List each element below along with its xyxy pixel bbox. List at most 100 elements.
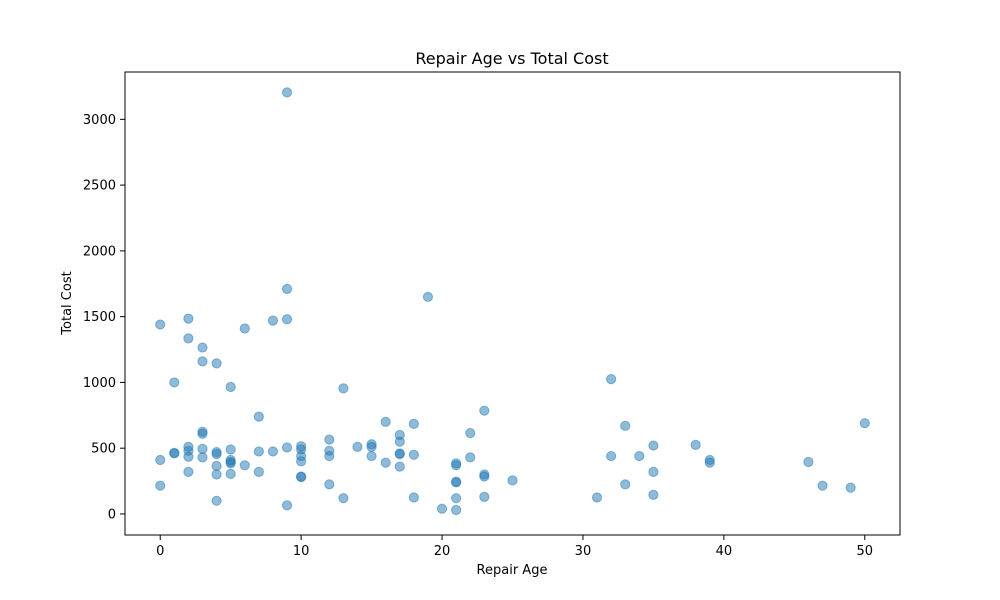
data-point: [211, 469, 222, 480]
data-point: [648, 466, 659, 477]
data-point: [380, 457, 391, 468]
y-tick-label: 500: [91, 442, 116, 457]
data-point: [380, 416, 391, 427]
y-tick-label: 0: [108, 507, 116, 522]
data-point: [451, 460, 462, 471]
data-point: [197, 356, 208, 367]
data-point: [324, 434, 335, 445]
x-tick-label: 20: [434, 544, 451, 559]
data-point: [296, 456, 307, 467]
data-point: [338, 493, 349, 504]
data-point: [281, 442, 293, 453]
data-point: [239, 323, 250, 334]
data-point: [281, 314, 293, 325]
data-point: [408, 449, 419, 460]
data-point: [169, 448, 180, 459]
data-point: [507, 475, 518, 486]
data-point: [211, 495, 222, 506]
data-point: [239, 460, 250, 471]
data-point: [211, 449, 222, 460]
data-point: [451, 477, 462, 488]
data-point: [620, 479, 631, 490]
y-axis-ticks: 0 500 1000 1500 2000 2500 3000: [83, 113, 125, 522]
data-point: [817, 480, 828, 491]
x-tick-label: 50: [856, 544, 873, 559]
data-point: [155, 480, 166, 491]
data-point: [253, 411, 264, 422]
data-point: [394, 449, 405, 460]
data-point: [197, 452, 208, 463]
data-point: [324, 479, 335, 490]
data-point: [648, 440, 659, 451]
data-point: [803, 456, 814, 468]
data-point: [183, 333, 194, 344]
data-point: [197, 443, 208, 454]
x-axis-ticks: 0 10 20 30 40 50: [156, 535, 873, 559]
data-point: [366, 450, 377, 462]
data-point: [479, 405, 490, 416]
y-tick-label: 3000: [83, 113, 116, 128]
data-point: [479, 471, 490, 482]
x-tick-label: 0: [156, 544, 164, 559]
data-point: [436, 503, 448, 514]
data-point: [845, 482, 856, 493]
data-point: [366, 441, 377, 452]
data-point: [620, 420, 631, 431]
data-point: [183, 466, 194, 477]
data-point: [211, 460, 222, 472]
data-point: [281, 283, 293, 295]
data-point: [451, 504, 462, 516]
data-point: [408, 418, 419, 429]
data-point: [408, 492, 419, 503]
y-tick-label: 1000: [83, 376, 116, 391]
data-point: [253, 446, 264, 457]
data-point: [394, 436, 405, 447]
data-point: [225, 468, 236, 479]
data-point: [859, 418, 870, 429]
data-point: [606, 374, 617, 385]
data-point: [704, 457, 715, 468]
data-point: [169, 377, 180, 388]
data-point: [267, 315, 279, 326]
data-point: [591, 492, 603, 503]
data-point: [648, 489, 659, 500]
y-tick-label: 2500: [83, 179, 116, 194]
data-point: [183, 313, 194, 324]
data-point: [281, 500, 293, 511]
y-tick-label: 2000: [83, 244, 116, 259]
x-tick-label: 40: [716, 544, 733, 559]
data-point: [225, 444, 236, 455]
data-point: [479, 491, 490, 502]
data-point: [451, 493, 462, 504]
data-point: [352, 441, 363, 452]
y-axis-label: Total Cost: [60, 271, 75, 335]
data-point: [155, 454, 166, 466]
data-point: [338, 383, 349, 394]
data-point: [606, 450, 617, 462]
data-point: [690, 439, 701, 450]
x-axis-label: Repair Age: [477, 563, 548, 578]
data-point: [281, 87, 293, 98]
data-point: [225, 458, 236, 469]
data-point: [253, 466, 264, 477]
data-point: [296, 472, 307, 483]
data-point: [634, 450, 645, 462]
data-point: [422, 291, 434, 303]
data-point: [225, 381, 236, 393]
data-point: [324, 450, 335, 462]
data-point: [465, 452, 476, 463]
data-point: [183, 451, 194, 462]
data-point: [394, 461, 405, 472]
chart-title: Repair Age vs Total Cost: [415, 49, 608, 68]
x-tick-label: 10: [293, 544, 310, 559]
y-tick-label: 1500: [83, 310, 116, 325]
data-point: [197, 428, 208, 439]
x-tick-label: 30: [575, 544, 592, 559]
data-point: [197, 342, 208, 353]
data-point: [465, 427, 476, 439]
plot-area-frame: [124, 71, 901, 536]
points-layer: [155, 87, 870, 516]
data-point: [211, 358, 222, 369]
data-point: [155, 319, 166, 330]
